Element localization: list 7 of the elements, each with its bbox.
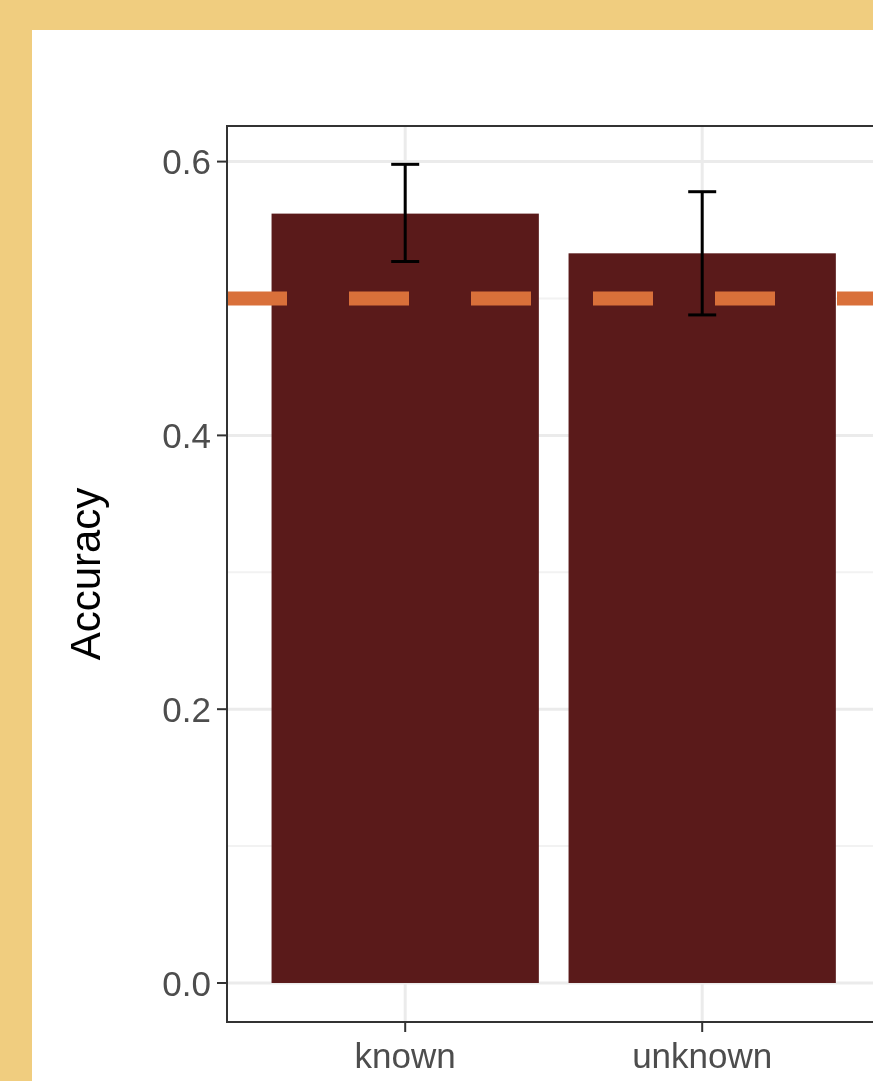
y-tick-label: 0.6 — [162, 142, 211, 182]
y-axis-title: Accuracy — [62, 487, 109, 661]
y-tick-label: 0.2 — [162, 689, 211, 729]
y-tick-label: 0.0 — [162, 963, 211, 1003]
y-tick-label: 0.4 — [162, 415, 211, 455]
x-tick-label: unknown — [632, 1036, 773, 1075]
x-tick-label: known — [354, 1036, 456, 1075]
